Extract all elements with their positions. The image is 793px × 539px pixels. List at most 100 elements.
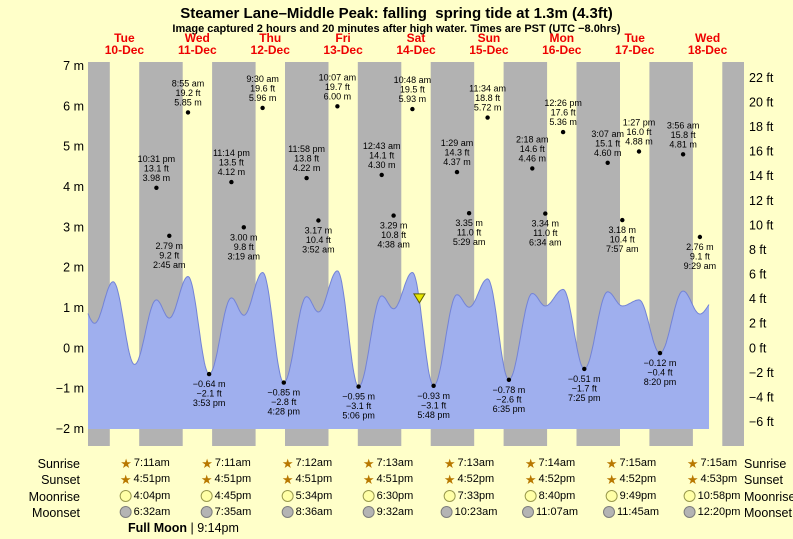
moonrise-time: 4:45pm <box>214 489 252 502</box>
sunset-time: 4:51pm <box>214 473 252 486</box>
high-low-dot <box>431 383 436 388</box>
sunset-entry: ★ 4:51pm <box>201 473 252 486</box>
tide-annotation-line: 5:29 am <box>453 237 486 247</box>
full-moon-note: Full Moon | 9:14pm <box>128 521 239 535</box>
tide-annotation-line: 13.5 ft <box>219 158 245 168</box>
sunrise-entry: ★ 7:13am <box>444 457 494 470</box>
astro-label-moonrise-right: Moonrise <box>744 489 793 504</box>
tide-annotation-line: 19.5 ft <box>400 85 426 95</box>
tide-annotation-line: 6:35 pm <box>493 404 526 414</box>
tide-annotation-line: 10:31 pm <box>138 154 176 164</box>
day-label-name: Sat <box>407 31 426 45</box>
tide-annotation-line: −0.95 m <box>342 392 375 402</box>
tide-annotation-line: 5:06 pm <box>342 411 375 421</box>
tide-annotation-line: 14.1 ft <box>369 150 395 160</box>
moonrise-time: 8:40pm <box>538 489 576 502</box>
tide-annotation-line: 13.8 ft <box>294 154 320 164</box>
tide-annotation-line: 11.0 ft <box>457 228 482 238</box>
tide-annotation-line: 19.7 ft <box>325 82 351 92</box>
sunset-entry: ★ 4:52pm <box>444 473 494 486</box>
sunrise-star-icon: ★ <box>686 455 699 471</box>
tide-annotation: 10:31 pm 13.1 ft 3.98 m <box>138 154 176 183</box>
moonset-moon-icon <box>522 505 534 518</box>
moonset-moon-icon <box>119 505 132 518</box>
moonset-entry: 11:45am <box>603 505 659 518</box>
day-label-name: Tue <box>624 31 645 45</box>
tide-annotation: 1:29 am 14.3 ft 4.37 m <box>441 138 474 167</box>
tide-annotation-line: 5.93 m <box>399 94 427 104</box>
tide-annotation: 10:07 am 19.7 ft 6.00 m <box>319 72 357 101</box>
astro-label-moonrise-left: Moonrise <box>28 489 80 504</box>
tide-annotation-line: 4.30 m <box>368 160 396 170</box>
moonset-entry: 6:32am <box>119 505 170 518</box>
high-low-dot <box>697 234 703 240</box>
tide-annotation: 11:14 pm 13.5 ft 4.12 m <box>213 148 250 177</box>
tide-annotation: −0.12 m −0.4 ft 8:20 pm <box>644 358 677 387</box>
tide-annotation: 3:07 am 15.1 ft 4.60 m <box>591 129 624 158</box>
tide-annotation-line: 3:19 am <box>228 251 261 261</box>
y-axis-label-right: 16 ft <box>749 145 774 159</box>
y-axis-label-right: 18 ft <box>749 120 774 134</box>
tide-annotation: −0.64 m −2.1 ft 3:53 pm <box>193 379 226 408</box>
high-low-dot <box>636 149 642 154</box>
tide-annotation: 2:18 am 14.6 ft 4.46 m <box>516 134 549 163</box>
tide-annotation-line: 4.46 m <box>519 153 547 163</box>
tide-annotation-line: 3.98 m <box>143 173 171 183</box>
y-axis-label-right: 14 ft <box>749 169 774 183</box>
tide-annotation-line: 2:18 am <box>516 134 549 144</box>
y-axis-label-right: 10 ft <box>749 218 774 232</box>
full-moon-label: Full Moon <box>128 521 188 535</box>
tide-curve-line <box>87 270 710 387</box>
moonrise-time: 10:58pm <box>697 489 741 502</box>
y-axis-label-right: 6 ft <box>749 268 767 282</box>
high-low-dot <box>530 166 535 171</box>
moonset-entry: 11:07am <box>522 505 578 518</box>
tide-annotation-line: 17.6 ft <box>551 108 577 118</box>
night-band <box>722 62 744 446</box>
sunset-time: 4:51pm <box>133 473 171 486</box>
day-label-name: Sun <box>478 31 501 45</box>
moonset-moon-icon <box>200 505 213 518</box>
high-low-dot <box>335 104 340 109</box>
tide-annotation-line: 7:57 am <box>606 244 639 254</box>
tide-annotation: 3.34 m 11.0 ft 6:34 am <box>529 219 562 248</box>
moonrise-moon-icon <box>524 489 537 502</box>
y-axis-label-right: 8 ft <box>749 243 767 257</box>
high-low-dot <box>281 380 286 385</box>
sunset-star-icon: ★ <box>686 471 699 487</box>
tide-annotation-line: 4:38 am <box>377 240 410 250</box>
full-moon-separator: | <box>187 521 198 535</box>
moonset-time: 10:23am <box>454 505 498 518</box>
sunrise-star-icon: ★ <box>362 455 375 471</box>
astro-label-moonset-right: Moonset <box>744 505 792 520</box>
sunrise-entry: ★ 7:15am <box>686 455 737 471</box>
y-axis-label-left: −1 m <box>56 382 84 396</box>
tide-annotation-line: 10.4 ft <box>610 235 636 245</box>
tide-annotation-line: 5.36 m <box>549 117 577 127</box>
tide-annotation-line: −0.64 m <box>193 379 226 389</box>
tide-annotation-line: 11:34 am <box>469 84 506 94</box>
y-axis-label-right: 22 ft <box>749 71 774 85</box>
day-label-date: 12-Dec <box>251 43 291 57</box>
tide-annotation-line: 11.0 ft <box>533 228 558 238</box>
astro-label-sunrise-right: Sunrise <box>744 457 787 471</box>
moonrise-entry: 6:30pm <box>362 489 413 502</box>
tide-annotation-line: 9.1 ft <box>690 252 711 262</box>
tide-annotation: 11:34 am 18.8 ft 5.72 m <box>469 84 506 113</box>
y-axis-label-left: 4 m <box>63 180 84 194</box>
sunrise-entry: ★ 7:15am <box>606 457 656 470</box>
tide-annotation-line: 6:34 am <box>529 238 562 248</box>
sunset-entry: ★ 4:52pm <box>525 473 575 486</box>
tide-annotation-line: 8:20 pm <box>644 377 677 387</box>
tide-annotation: 1:27 pm 16.0 ft 4.88 m <box>623 118 656 147</box>
day-label-date: 14-Dec <box>396 43 436 57</box>
tide-annotation-line: 10:48 am <box>394 75 432 85</box>
moonset-time: 9:32am <box>376 505 414 518</box>
y-axis-label-right: −4 ft <box>749 391 774 405</box>
tide-annotation: 11:58 pm 13.8 ft 4.22 m <box>288 144 325 173</box>
tide-annotation-line: 4.81 m <box>669 139 697 149</box>
page-subtitle: Image captured 2 hours and 20 minutes af… <box>172 23 621 35</box>
tide-annotation-line: 15.8 ft <box>671 130 697 140</box>
moonrise-entry: 4:45pm <box>200 489 252 502</box>
